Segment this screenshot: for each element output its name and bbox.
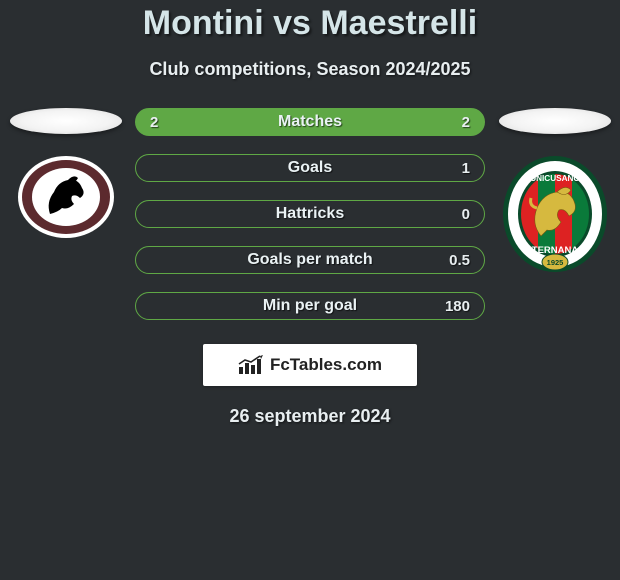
stat-left-value: 2	[150, 114, 184, 131]
player-left-name-oval	[10, 108, 122, 134]
crest-left-icon	[16, 154, 116, 240]
stat-label: Goals	[136, 159, 484, 177]
stat-right-value: 0.5	[436, 252, 470, 269]
brand-badge[interactable]: FcTables.com	[203, 344, 417, 386]
player-right-name-oval	[499, 108, 611, 134]
stat-right-value: 0	[436, 206, 470, 223]
stat-bar-min-per-goal: Min per goal 180	[135, 292, 485, 320]
stat-bar-hattricks: Hattricks 0	[135, 200, 485, 228]
stat-right-value: 1	[436, 160, 470, 177]
stat-label: Hattricks	[136, 205, 484, 223]
brand-text: FcTables.com	[270, 355, 382, 375]
date-text: 26 september 2024	[0, 406, 620, 427]
stat-bars: 2 Matches 2 Goals 1 Hattricks 0 Goals pe…	[135, 108, 485, 320]
subtitle: Club competitions, Season 2024/2025	[0, 59, 620, 80]
page-title: Montini vs Maestrelli	[0, 4, 620, 43]
crest-year: 1925	[546, 258, 563, 267]
crest-right-icon: UNICUSANO TERNANA 1925	[501, 154, 609, 274]
bar-chart-icon	[238, 355, 264, 375]
crest-text-top: UNICUSANO	[530, 174, 580, 183]
comparison-panel: 2 Matches 2 Goals 1 Hattricks 0 Goals pe…	[0, 108, 620, 320]
stat-label: Goals per match	[136, 251, 484, 269]
stat-right-value: 180	[436, 298, 470, 315]
stat-label: Min per goal	[136, 297, 484, 315]
stat-right-value: 2	[436, 114, 470, 131]
stat-bar-matches: 2 Matches 2	[135, 108, 485, 136]
stat-bar-goals: Goals 1	[135, 154, 485, 182]
stat-bar-goals-per-match: Goals per match 0.5	[135, 246, 485, 274]
player-left-column	[8, 108, 123, 240]
crest-right-wrap: UNICUSANO TERNANA 1925	[501, 154, 609, 274]
stat-label: Matches	[136, 113, 484, 131]
player-right-column: UNICUSANO TERNANA 1925	[497, 108, 612, 274]
crest-left-wrap	[16, 154, 116, 240]
